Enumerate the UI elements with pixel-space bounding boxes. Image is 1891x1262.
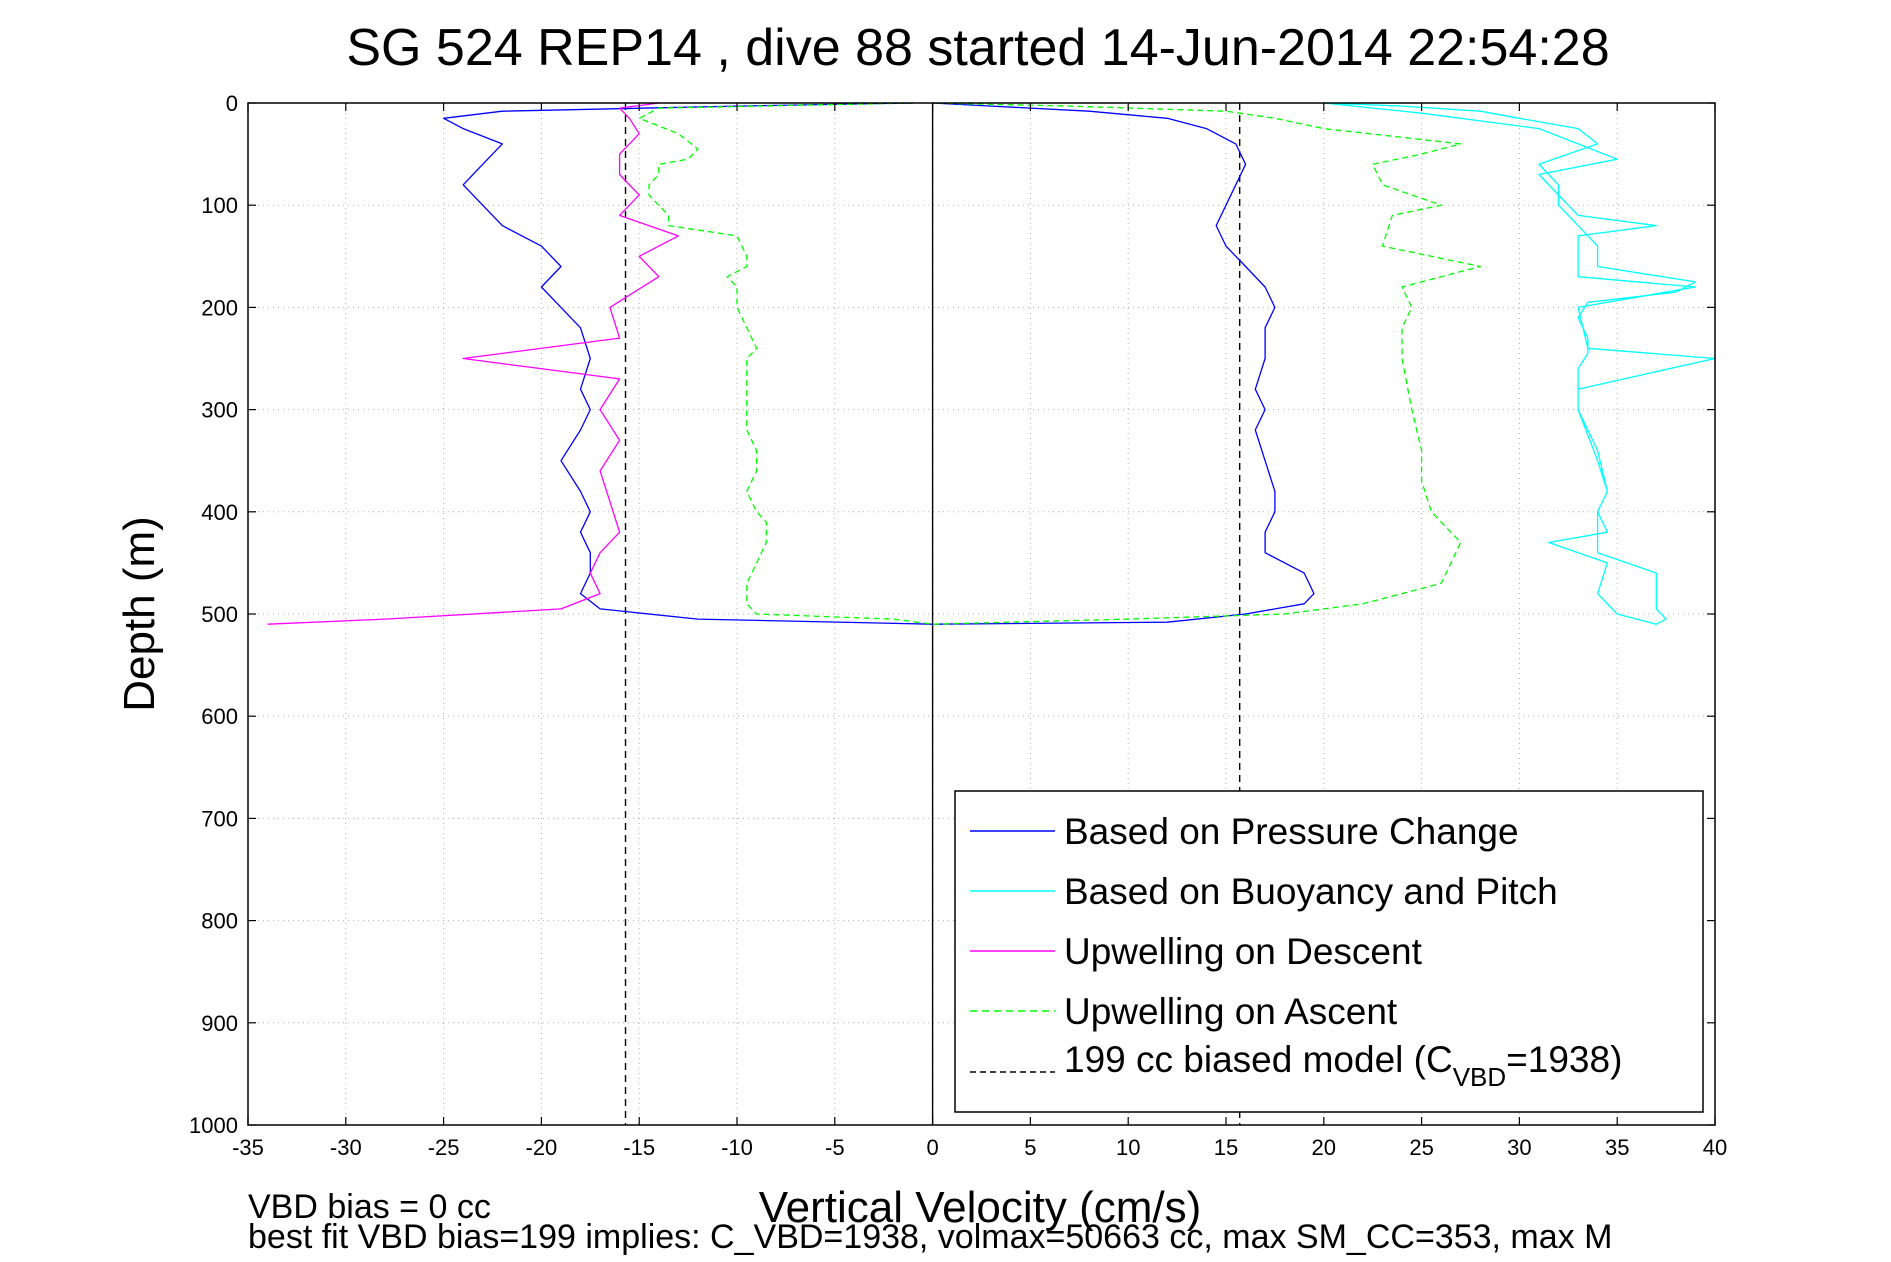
- series-line-upwelling-on-descent: [267, 102, 679, 625]
- x-tick-label: -10: [721, 1135, 753, 1160]
- x-tick-label: 0: [926, 1135, 938, 1160]
- legend-model-subscript: VBD: [1453, 1062, 1506, 1092]
- x-tick-label: 5: [1024, 1135, 1036, 1160]
- series-group: [267, 102, 1716, 625]
- x-axis-ticks: -35 -30 -25 -20 -15 -10 -5 0 5 10 15 20 25 30 35 40: [232, 103, 1727, 1160]
- legend-model-prefix: 199 cc biased model (C: [1064, 1039, 1453, 1080]
- y-axis-ticks: 0 100 200 300 400 500 600 700 800 900 1000: [189, 91, 1715, 1138]
- x-tick-label: -20: [526, 1135, 558, 1160]
- legend-label-model: 199 cc biased model (CVBD=1938): [1064, 1039, 1622, 1092]
- legend-label-3: Upwelling on Descent: [1064, 931, 1423, 972]
- legend-label-2: Based on Buoyancy and Pitch: [1064, 871, 1558, 912]
- x-axis-label: Vertical Velocity (cm/s): [759, 1183, 1202, 1232]
- x-tick-label: 15: [1214, 1135, 1238, 1160]
- x-tick-label: 35: [1605, 1135, 1629, 1160]
- x-tick-label: -5: [825, 1135, 845, 1160]
- x-tick-label: 30: [1507, 1135, 1531, 1160]
- x-tick-label: -25: [428, 1135, 460, 1160]
- x-tick-label: -30: [330, 1135, 362, 1160]
- series-line-based-on-buoyancy-and-pitch: [1323, 102, 1716, 625]
- x-tick-label: -15: [623, 1135, 655, 1160]
- x-tick-label: -35: [232, 1135, 264, 1160]
- y-tick-label: 300: [201, 398, 238, 423]
- series-line-based-on-pressure-change: [442, 102, 1315, 625]
- legend-label-1: Based on Pressure Change: [1064, 811, 1519, 852]
- y-tick-label: 500: [201, 602, 238, 627]
- y-tick-label: 600: [201, 704, 238, 729]
- y-tick-label: 200: [201, 295, 238, 320]
- y-tick-label: 900: [201, 1011, 238, 1036]
- y-axis-label: Depth (m): [115, 516, 164, 712]
- y-tick-label: 0: [226, 91, 238, 116]
- y-tick-label: 100: [201, 193, 238, 218]
- legend-box: [954, 790, 1704, 1113]
- footer-vbd-bias: VBD bias = 0 cc: [248, 1188, 491, 1226]
- chart-title: SG 524 REP14 , dive 88 started 14-Jun-20…: [346, 19, 1609, 77]
- footer-best-fit: best fit VBD bias=199 implies: C_VBD=193…: [248, 1218, 1612, 1256]
- x-tick-label: 10: [1116, 1135, 1140, 1160]
- y-tick-label: 700: [201, 806, 238, 831]
- y-tick-label: 1000: [189, 1113, 238, 1138]
- legend: 199 cc biased model (CVBD=1938) Based on…: [954, 790, 1704, 1113]
- y-tick-label: 800: [201, 909, 238, 934]
- x-tick-label: 20: [1312, 1135, 1336, 1160]
- series-line-upwelling-on-ascent: [638, 102, 1481, 625]
- x-tick-label: 25: [1409, 1135, 1433, 1160]
- legend-model-suffix: =1938): [1506, 1039, 1622, 1080]
- legend-label-4: Upwelling on Ascent: [1064, 991, 1398, 1032]
- y-tick-label: 400: [201, 500, 238, 525]
- x-tick-label: 40: [1703, 1135, 1727, 1160]
